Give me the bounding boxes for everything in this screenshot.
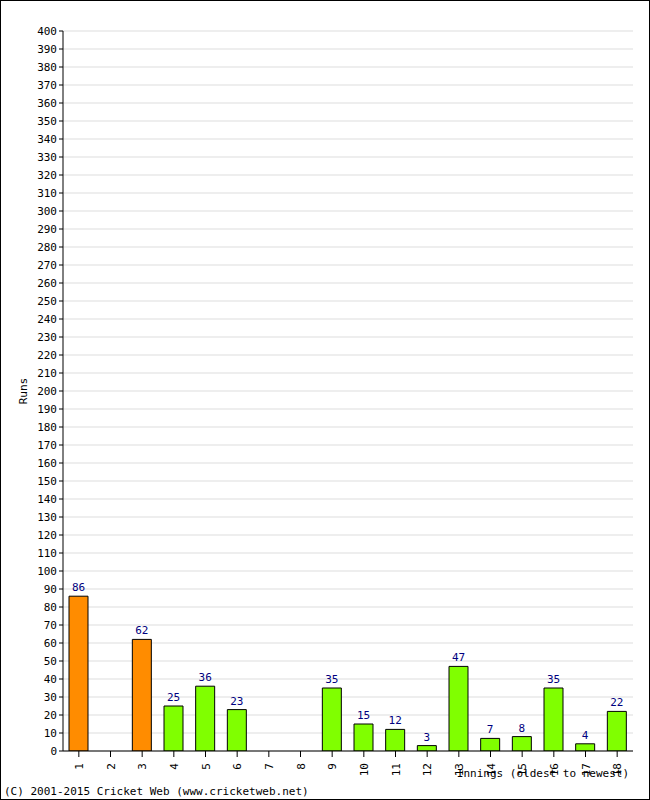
svg-text:80: 80 — [44, 601, 57, 614]
svg-text:140: 140 — [37, 493, 57, 506]
svg-text:370: 370 — [37, 79, 57, 92]
svg-text:9: 9 — [326, 763, 339, 770]
svg-text:86: 86 — [72, 581, 85, 594]
svg-text:380: 380 — [37, 61, 57, 74]
svg-text:40: 40 — [44, 673, 57, 686]
svg-text:300: 300 — [37, 205, 57, 218]
svg-text:60: 60 — [44, 637, 57, 650]
svg-text:190: 190 — [37, 403, 57, 416]
svg-text:180: 180 — [37, 421, 57, 434]
svg-text:22: 22 — [610, 696, 623, 709]
svg-text:5: 5 — [200, 763, 213, 770]
svg-text:8: 8 — [295, 763, 308, 770]
svg-text:35: 35 — [547, 673, 560, 686]
svg-text:12: 12 — [389, 714, 402, 727]
svg-text:47: 47 — [452, 651, 465, 664]
svg-text:120: 120 — [37, 529, 57, 542]
svg-text:Runs: Runs — [17, 378, 30, 405]
svg-text:280: 280 — [37, 241, 57, 254]
svg-text:310: 310 — [37, 187, 57, 200]
svg-text:290: 290 — [37, 223, 57, 236]
svg-text:36: 36 — [199, 671, 212, 684]
svg-text:12: 12 — [421, 763, 434, 776]
svg-text:3: 3 — [424, 731, 431, 744]
svg-text:210: 210 — [37, 367, 57, 380]
svg-text:7: 7 — [263, 763, 276, 770]
svg-text:240: 240 — [37, 313, 57, 326]
svg-text:23: 23 — [230, 695, 243, 708]
svg-text:400: 400 — [37, 25, 57, 38]
html-text:Innings (oldest to newest): Innings (oldest to newest) — [456, 767, 629, 780]
svg-text:100: 100 — [37, 565, 57, 578]
svg-text:1: 1 — [73, 763, 86, 770]
svg-text:230: 230 — [37, 331, 57, 344]
svg-text:270: 270 — [37, 259, 57, 272]
svg-text:10: 10 — [358, 763, 371, 776]
svg-text:10: 10 — [44, 727, 57, 740]
svg-text:3: 3 — [136, 763, 149, 770]
svg-text:25: 25 — [167, 691, 180, 704]
svg-text:360: 360 — [37, 97, 57, 110]
svg-text:110: 110 — [37, 547, 57, 560]
svg-text:4: 4 — [582, 729, 589, 742]
svg-text:130: 130 — [37, 511, 57, 524]
svg-text:330: 330 — [37, 151, 57, 164]
svg-text:150: 150 — [37, 475, 57, 488]
svg-text:350: 350 — [37, 115, 57, 128]
svg-text:30: 30 — [44, 691, 57, 704]
html-text:(C) 2001-2015 Cricket Web (www: (C) 2001-2015 Cricket Web (www.cricketwe… — [4, 785, 309, 798]
svg-text:50: 50 — [44, 655, 57, 668]
svg-text:320: 320 — [37, 169, 57, 182]
svg-text:70: 70 — [44, 619, 57, 632]
svg-text:340: 340 — [37, 133, 57, 146]
svg-text:250: 250 — [37, 295, 57, 308]
svg-text:2: 2 — [105, 763, 118, 770]
svg-text:160: 160 — [37, 457, 57, 470]
svg-text:200: 200 — [37, 385, 57, 398]
svg-text:20: 20 — [44, 709, 57, 722]
svg-text:7: 7 — [487, 723, 494, 736]
svg-text:62: 62 — [135, 624, 148, 637]
svg-text:15: 15 — [357, 709, 370, 722]
svg-text:390: 390 — [37, 43, 57, 56]
svg-text:90: 90 — [44, 583, 57, 596]
svg-text:11: 11 — [390, 763, 403, 776]
svg-text:8: 8 — [519, 722, 526, 735]
svg-text:170: 170 — [37, 439, 57, 452]
svg-text:0: 0 — [50, 745, 57, 758]
svg-text:4: 4 — [168, 763, 181, 770]
svg-text:35: 35 — [325, 673, 338, 686]
svg-text:6: 6 — [231, 763, 244, 770]
svg-text:220: 220 — [37, 349, 57, 362]
svg-text:260: 260 — [37, 277, 57, 290]
